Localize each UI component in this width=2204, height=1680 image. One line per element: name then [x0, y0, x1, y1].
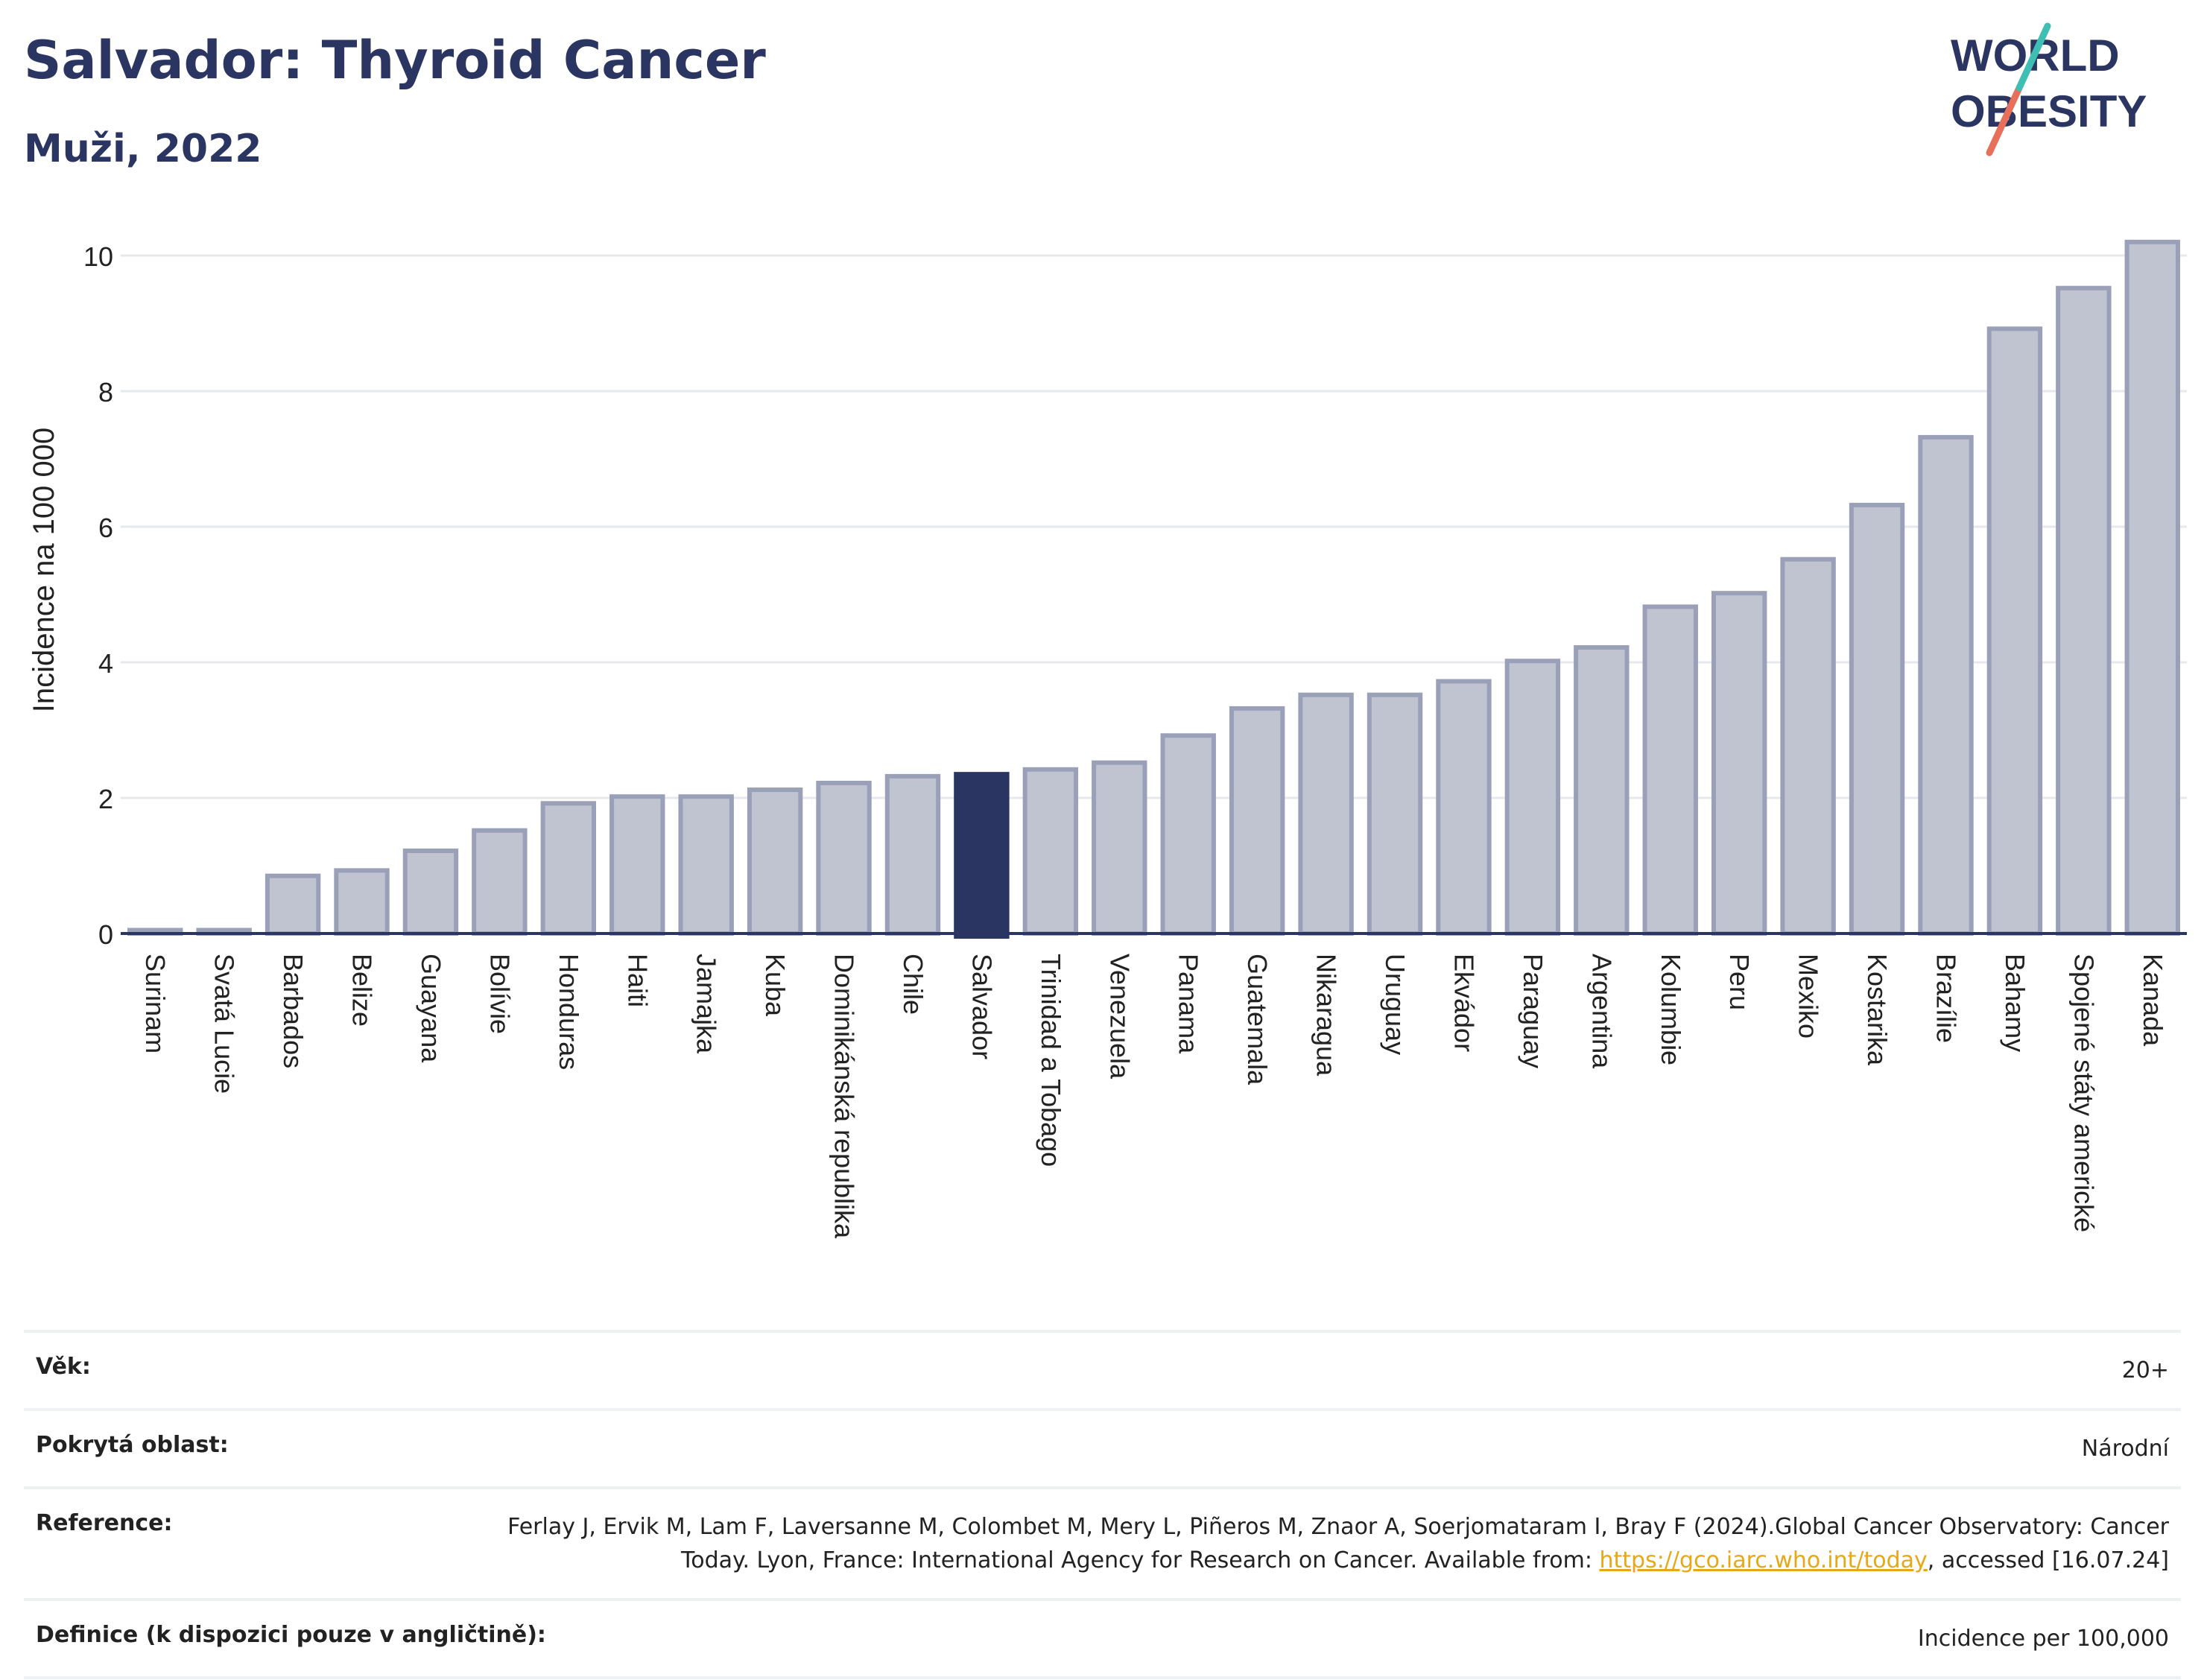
y-axis-label: Incidence na 100 000 [28, 428, 60, 713]
x-tick-label: Bahamy [2000, 954, 2030, 1052]
bar-spojené-státy-americké [2056, 285, 2112, 936]
bar-kanada [2124, 239, 2180, 936]
x-tick-label: Nikaragua [1311, 954, 1342, 1077]
bar-venezuela [1092, 760, 1147, 936]
x-tick-label: Dominikánská republika [829, 954, 860, 1239]
x-tick-label: Paraguay [1518, 954, 1548, 1068]
reference-label: Reference: [36, 1510, 173, 1536]
bar-dominikánská-republika [816, 780, 872, 936]
y-tick-label: 4 [98, 648, 113, 679]
x-tick-label: Barbados [278, 954, 308, 1068]
bar-salvador [954, 772, 1010, 939]
bar-jamajka [678, 794, 734, 936]
bar-nikaragua [1298, 692, 1354, 936]
reference-text: Ferlay J, Ervik M, Lam F, Laversanne M, … [507, 1514, 2169, 1573]
area-value: Národní [2081, 1436, 2169, 1462]
bar-honduras [540, 801, 597, 936]
bar-guatemala [1229, 706, 1285, 936]
bar-kolumbie [1642, 604, 1698, 936]
x-tick-label: Mexiko [1793, 954, 1824, 1039]
bar-belize [334, 868, 390, 936]
reference-accessed: , accessed [16.07.24] [1927, 1547, 2169, 1573]
y-tick-label: 2 [98, 784, 113, 814]
x-tick-label: Jamajka [691, 954, 722, 1054]
definition-label: Definice (k dispozici pouze v angličtině… [36, 1622, 546, 1648]
reference-link[interactable]: https://gco.iarc.who.int/today [1599, 1547, 1928, 1573]
info-row-definition: Definice (k dispozici pouze v angličtině… [24, 1598, 2181, 1679]
grid-lines [121, 254, 2187, 799]
bars [127, 239, 2180, 939]
x-tick-label: Honduras [554, 954, 584, 1070]
y-tick-labels: 0 2 4 6 8 10 [83, 241, 113, 950]
x-tick-label: Uruguay [1380, 954, 1410, 1055]
logo-slash-red [1986, 84, 2023, 156]
x-tick-label: Kanada [2138, 954, 2168, 1047]
y-tick-label: 0 [98, 919, 113, 950]
x-tick-label: Bolívie [484, 954, 515, 1034]
bar-bahamy [1986, 326, 2043, 936]
x-tick-label: Surinam [140, 954, 171, 1053]
x-tick-label: Peru [1724, 954, 1755, 1010]
bar-peru [1711, 591, 1767, 936]
y-tick-label: 10 [83, 241, 113, 272]
area-label: Pokrytá oblast: [36, 1432, 229, 1458]
x-tick-label: Chile [898, 954, 928, 1015]
y-tick-label: 6 [98, 513, 113, 543]
logo-slash-teal [2015, 22, 2051, 92]
bar-brazílie [1918, 434, 1974, 936]
reference-value: Ferlay J, Ervik M, Lam F, Laversanne M, … [493, 1510, 2169, 1577]
bar-argentina [1574, 644, 1630, 936]
x-tick-label: Panama [1174, 954, 1204, 1054]
bar-barbados [265, 873, 321, 936]
x-tick-label: Svatá Lucie [209, 954, 240, 1094]
info-row-area: Pokrytá oblast: Národní [24, 1408, 2181, 1486]
x-tick-labels: Surinam Svatá Lucie Barbados Belize Guayana B… [140, 954, 2168, 1239]
x-tick-label: Salvador [966, 954, 997, 1059]
bar-chile [884, 773, 941, 936]
bar-trinidad-a-tobago [1022, 767, 1079, 936]
x-tick-label: Brazílie [1931, 954, 1961, 1043]
bar-mexiko [1780, 557, 1836, 936]
bar-panama [1160, 733, 1216, 936]
x-tick-label: Kuba [760, 954, 791, 1017]
x-tick-label: Kostarika [1862, 954, 1893, 1066]
x-tick-label: Argentina [1586, 954, 1617, 1069]
definition-value: Incidence per 100,000 [1917, 1626, 2169, 1652]
bar-kostarika [1849, 502, 1905, 936]
bar-uruguay [1367, 692, 1423, 936]
bar-ekvádor [1436, 679, 1492, 936]
age-label: Věk: [36, 1354, 91, 1380]
bar-paraguay [1504, 659, 1561, 936]
y-tick-label: 8 [98, 377, 113, 408]
bar-haiti [609, 794, 665, 936]
bar-bolívie [472, 828, 528, 936]
bar-chart: 0 2 4 6 8 10 Surinam Svatá Lucie Barbados Belize… [28, 239, 2187, 1239]
x-tick-label: Venezuela [1104, 954, 1135, 1080]
x-tick-label: Guayana [416, 954, 446, 1063]
info-row-age: Věk: 20+ [24, 1330, 2181, 1408]
age-value: 20+ [2121, 1357, 2169, 1383]
chart-subtitle: Muži, 2022 [24, 127, 262, 171]
bar-kuba [747, 787, 803, 936]
bar-guayana [402, 848, 459, 936]
x-tick-label: Spojené státy americké [2068, 954, 2099, 1232]
x-tick-label: Haiti [622, 954, 653, 1007]
info-table: Věk: 20+ Pokrytá oblast: Národní Referen… [24, 1330, 2181, 1679]
x-tick-label: Guatemala [1242, 954, 1273, 1085]
x-tick-label: Belize [347, 954, 378, 1027]
x-tick-label: Ekvádor [1448, 954, 1479, 1052]
chart-title: Salvador: Thyroid Cancer [24, 30, 766, 91]
x-tick-label: Trinidad a Tobago [1036, 954, 1066, 1167]
info-row-reference: Reference: Ferlay J, Ervik M, Lam F, Lav… [24, 1486, 2181, 1598]
world-obesity-logo: WORLD OBESITY [1951, 22, 2147, 156]
x-tick-label: Kolumbie [1656, 954, 1686, 1065]
logo-line2: OBESITY [1951, 86, 2147, 136]
